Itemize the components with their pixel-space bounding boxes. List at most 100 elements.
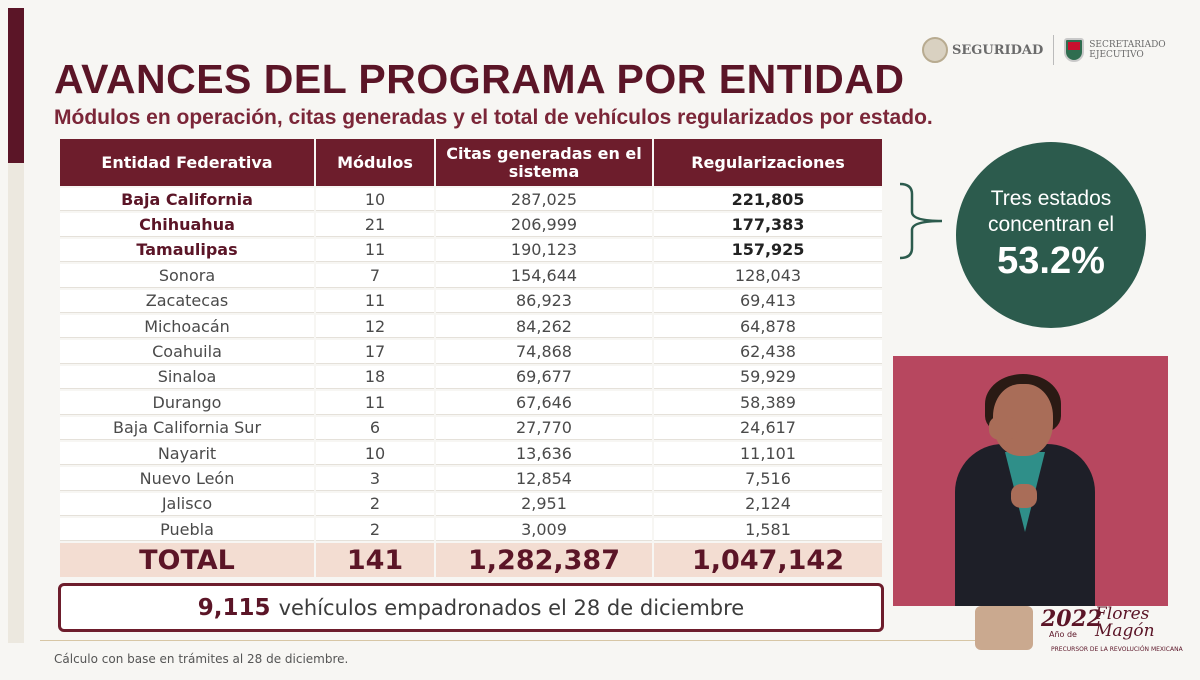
table-row: Jalisco 2 2,951 2,124 <box>60 492 882 517</box>
cell-entidad: Coahuila <box>60 340 314 364</box>
table-row: Michoacán 12 84,262 64,878 <box>60 314 882 339</box>
cell-citas: 287,025 <box>436 188 652 212</box>
header-modulos: Módulos <box>316 139 434 186</box>
cell-regularizaciones: 64,878 <box>654 314 882 339</box>
footnote: Cálculo con base en trámites al 28 de di… <box>54 652 349 666</box>
logo-seguridad-text: SEGURIDAD <box>952 42 1044 58</box>
logo-divider <box>1053 35 1055 65</box>
table-row: Sonora 7 154,644 128,043 <box>60 264 882 288</box>
callout-percent: 53.2% <box>997 240 1105 282</box>
decorative-side-pattern <box>8 163 24 643</box>
table-row: Baja California Sur 6 27,770 24,617 <box>60 416 882 440</box>
interpreter-hand <box>1011 484 1037 508</box>
year-logo: 2022 Año de Flores Magón PRECURSOR DE LA… <box>975 606 1185 668</box>
cell-citas: 2,951 <box>436 492 652 517</box>
cell-modulos: 17 <box>316 340 434 364</box>
cell-modulos: 21 <box>316 213 434 237</box>
cell-modulos: 6 <box>316 416 434 440</box>
table-total-row: TOTAL 141 1,282,387 1,047,142 <box>60 543 882 578</box>
cell-entidad: Tamaulipas <box>60 238 314 263</box>
daily-banner: 9,115 vehículos empadronados el 28 de di… <box>58 583 884 632</box>
logo-seguridad: SEGURIDAD <box>952 43 1043 58</box>
cell-citas: 206,999 <box>436 213 652 237</box>
cell-citas: 69,677 <box>436 365 652 390</box>
cell-modulos: 2 <box>316 492 434 517</box>
table-row: Durango 11 67,646 58,389 <box>60 391 882 415</box>
table-row: Zacatecas 11 86,923 69,413 <box>60 289 882 313</box>
cell-modulos: 11 <box>316 289 434 313</box>
cell-citas: 74,868 <box>436 340 652 364</box>
cell-modulos: 2 <box>316 518 434 542</box>
cell-regularizaciones: 221,805 <box>654 188 882 212</box>
cell-entidad: Nuevo León <box>60 467 314 491</box>
table-row: Coahuila 17 74,868 62,438 <box>60 340 882 364</box>
cell-modulos: 11 <box>316 391 434 415</box>
cell-regularizaciones: 59,929 <box>654 365 882 390</box>
cell-entidad: Puebla <box>60 518 314 542</box>
cell-entidad: Michoacán <box>60 314 314 339</box>
cell-entidad: Sonora <box>60 264 314 288</box>
cell-modulos: 11 <box>316 238 434 263</box>
cell-modulos: 3 <box>316 467 434 491</box>
cell-regularizaciones: 11,101 <box>654 441 882 466</box>
cell-citas: 13,636 <box>436 441 652 466</box>
cell-entidad: Durango <box>60 391 314 415</box>
brace-icon <box>899 182 943 260</box>
interpreter-hand <box>989 416 1017 440</box>
cell-regularizaciones: 7,516 <box>654 467 882 491</box>
data-table: Entidad Federativa Módulos Citas generad… <box>58 137 884 579</box>
total-label: TOTAL <box>60 543 314 578</box>
cell-citas: 27,770 <box>436 416 652 440</box>
cell-entidad: Chihuahua <box>60 213 314 237</box>
cell-entidad: Sinaloa <box>60 365 314 390</box>
portrait-illustration <box>975 606 1033 650</box>
cell-regularizaciones: 2,124 <box>654 492 882 517</box>
anio-de: Año de <box>1049 630 1077 639</box>
decorative-side-bar <box>8 8 24 163</box>
cell-citas: 86,923 <box>436 289 652 313</box>
table-header-row: Entidad Federativa Módulos Citas generad… <box>60 139 882 186</box>
cell-modulos: 18 <box>316 365 434 390</box>
table-row: Puebla 2 3,009 1,581 <box>60 518 882 542</box>
highlight-callout: Tres estados concentran el 53.2% <box>956 142 1146 328</box>
cell-citas: 12,854 <box>436 467 652 491</box>
table-row: Tamaulipas 11 190,123 157,925 <box>60 238 882 263</box>
cell-regularizaciones: 157,925 <box>654 238 882 263</box>
table-row: Chihuahua 21 206,999 177,383 <box>60 213 882 237</box>
callout-text: Tres estados concentran el <box>987 187 1115 236</box>
cell-citas: 67,646 <box>436 391 652 415</box>
banner-text: vehículos empadronados el 28 de diciembr… <box>278 595 745 620</box>
anio-name-line2: Magón <box>1095 621 1155 641</box>
shield-icon <box>1064 38 1085 62</box>
sign-language-interpreter-video <box>893 356 1168 606</box>
cell-entidad: Baja California Sur <box>60 416 314 440</box>
table-row: Nayarit 10 13,636 11,101 <box>60 441 882 466</box>
table-row: Baja California 10 287,025 221,805 <box>60 188 882 212</box>
anio-name-line1: Flores <box>1095 604 1150 624</box>
national-seal-icon <box>922 37 948 63</box>
total-regularizaciones: 1,047,142 <box>654 543 882 578</box>
cell-citas: 154,644 <box>436 264 652 288</box>
cell-regularizaciones: 24,617 <box>654 416 882 440</box>
cell-entidad: Baja California <box>60 188 314 212</box>
cell-citas: 190,123 <box>436 238 652 263</box>
total-citas: 1,282,387 <box>436 543 652 578</box>
page-subtitle: Módulos en operación, citas generadas y … <box>54 106 933 129</box>
cell-entidad: Jalisco <box>60 492 314 517</box>
cell-modulos: 10 <box>316 188 434 212</box>
cell-entidad: Zacatecas <box>60 289 314 313</box>
table-row: Sinaloa 18 69,677 59,929 <box>60 365 882 390</box>
banner-number: 9,115 <box>197 594 271 621</box>
logo-secretariado: SECRETARIADO EJECUTIVO <box>1089 40 1165 60</box>
header-entidad: Entidad Federativa <box>60 139 314 186</box>
cell-regularizaciones: 62,438 <box>654 340 882 364</box>
logo-secretariado-line2: EJECUTIVO <box>1089 50 1144 60</box>
cell-modulos: 12 <box>316 314 434 339</box>
anio-year: 2022 <box>1041 606 1103 632</box>
table-row: Nuevo León 3 12,854 7,516 <box>60 467 882 491</box>
page-title: AVANCES DEL PROGRAMA POR ENTIDAD <box>54 56 905 102</box>
anio-sub: PRECURSOR DE LA REVOLUCIÓN MEXICANA <box>1051 646 1183 653</box>
cell-modulos: 7 <box>316 264 434 288</box>
institution-logos: SEGURIDAD SECRETARIADO EJECUTIVO <box>922 30 1172 70</box>
header-regularizaciones: Regularizaciones <box>654 139 882 186</box>
